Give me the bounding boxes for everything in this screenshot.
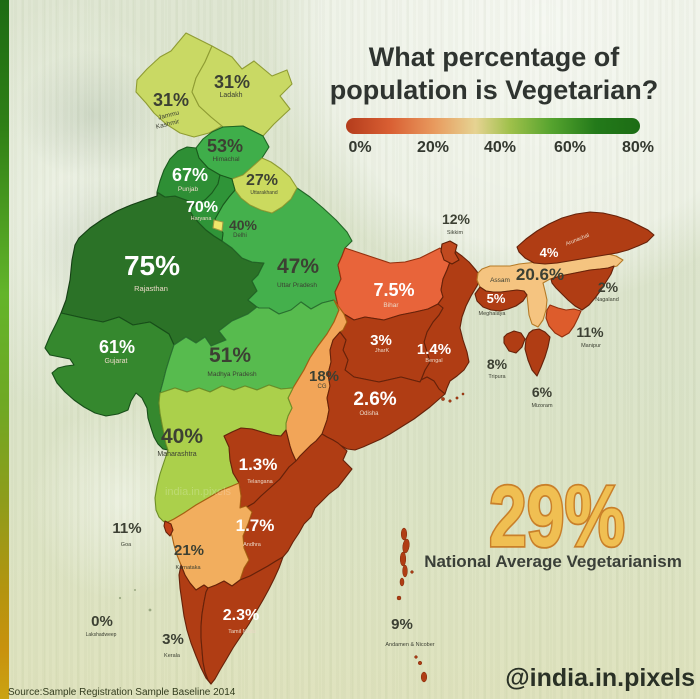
svg-text:Odisha: Odisha xyxy=(359,411,379,417)
svg-text:11%: 11% xyxy=(112,520,141,537)
svg-text:JharK: JharK xyxy=(375,348,390,354)
svg-text:Ladakh: Ladakh xyxy=(220,92,243,99)
svg-text:6%: 6% xyxy=(532,384,553,400)
svg-text:61%: 61% xyxy=(99,337,135,357)
svg-text:0%: 0% xyxy=(91,613,113,630)
svg-text:india.in.pixels: india.in.pixels xyxy=(165,486,232,498)
svg-text:2%: 2% xyxy=(598,279,619,295)
svg-text:1.3%: 1.3% xyxy=(239,455,278,474)
svg-text:11%: 11% xyxy=(576,324,604,340)
svg-text:40%: 40% xyxy=(161,425,203,448)
svg-text:Bengal: Bengal xyxy=(425,358,442,364)
svg-text:5%: 5% xyxy=(487,291,506,306)
svg-text:9%: 9% xyxy=(391,616,413,633)
svg-text:2.3%: 2.3% xyxy=(223,607,259,624)
svg-text:70%: 70% xyxy=(186,199,218,216)
svg-text:31%: 31% xyxy=(214,72,250,92)
svg-text:Karnataka: Karnataka xyxy=(175,565,201,571)
svg-text:12%: 12% xyxy=(442,211,471,227)
svg-text:Bihar: Bihar xyxy=(383,302,399,309)
svg-text:Andamen & Nicober: Andamen & Nicober xyxy=(385,642,434,648)
svg-text:Tripura: Tripura xyxy=(488,374,506,380)
svg-text:67%: 67% xyxy=(172,165,208,185)
svg-text:7.5%: 7.5% xyxy=(373,280,414,300)
svg-text:3%: 3% xyxy=(162,631,184,648)
svg-text:Tamil Nadu: Tamil Nadu xyxy=(228,629,256,635)
svg-text:27%: 27% xyxy=(246,172,278,189)
svg-text:31%: 31% xyxy=(153,90,189,110)
svg-text:Gujarat: Gujarat xyxy=(105,358,128,365)
svg-text:29%: 29% xyxy=(489,469,625,565)
svg-text:Meghalaya: Meghalaya xyxy=(479,311,507,317)
svg-text:Maharashtra: Maharashtra xyxy=(157,451,196,458)
svg-text:1.7%: 1.7% xyxy=(236,516,275,535)
svg-text:75%: 75% xyxy=(124,250,180,281)
svg-text:Telangana: Telangana xyxy=(247,479,273,485)
svg-text:Delhi: Delhi xyxy=(233,233,247,239)
svg-text:CG: CG xyxy=(318,384,327,390)
svg-text:53%: 53% xyxy=(207,136,243,156)
svg-text:Himachal: Himachal xyxy=(212,156,240,163)
svg-text:3%: 3% xyxy=(370,332,392,349)
svg-text:Assam: Assam xyxy=(490,277,510,284)
svg-text:Haryana: Haryana xyxy=(191,216,213,222)
svg-text:1.4%: 1.4% xyxy=(417,341,451,358)
svg-text:Andhra: Andhra xyxy=(243,542,262,548)
svg-text:Kerala: Kerala xyxy=(164,653,181,659)
svg-text:Sikkim: Sikkim xyxy=(447,230,464,236)
svg-text:Uttarakhand: Uttarakhand xyxy=(250,190,277,196)
svg-text:51%: 51% xyxy=(209,344,251,367)
svg-text:Goa: Goa xyxy=(121,542,132,548)
svg-text:2.6%: 2.6% xyxy=(353,389,396,410)
svg-text:Uttar Pradesh: Uttar Pradesh xyxy=(277,282,317,289)
svg-text:Nagaland: Nagaland xyxy=(595,297,619,303)
svg-text:21%: 21% xyxy=(174,542,204,559)
svg-text:20.6%: 20.6% xyxy=(516,265,564,284)
svg-text:4%: 4% xyxy=(540,245,559,260)
svg-text:18%: 18% xyxy=(309,368,339,385)
svg-text:Mizoram: Mizoram xyxy=(531,403,553,409)
svg-text:8%: 8% xyxy=(487,356,508,372)
svg-text:Manipur: Manipur xyxy=(581,343,601,349)
svg-text:Madhya Pradesh: Madhya Pradesh xyxy=(207,371,257,378)
svg-text:40%: 40% xyxy=(229,217,258,233)
svg-text:47%: 47% xyxy=(277,255,319,278)
svg-text:Rajasthan: Rajasthan xyxy=(134,284,168,293)
svg-text:Lakshadweep: Lakshadweep xyxy=(86,632,117,638)
svg-text:Punjab: Punjab xyxy=(178,186,199,193)
